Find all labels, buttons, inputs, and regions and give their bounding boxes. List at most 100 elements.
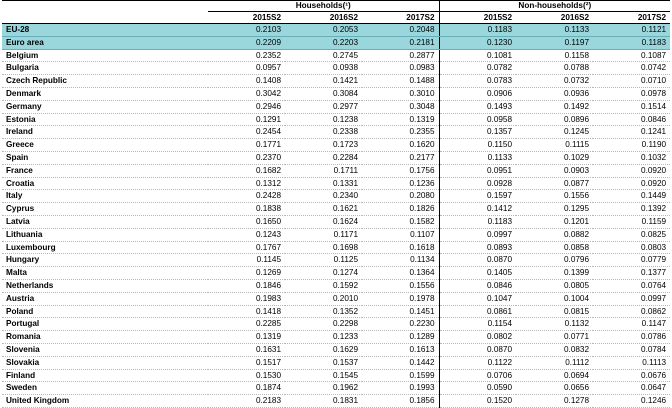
value-cell: 0.0825 [593, 228, 671, 242]
value-cell: 0.1032 [593, 151, 671, 165]
row-label: Latvia [2, 215, 208, 229]
households-header: Households(¹) [208, 0, 440, 12]
value-cell: 0.1190 [593, 138, 671, 152]
value-cell: 0.3048 [362, 100, 440, 114]
value-cell: 0.0877 [516, 177, 594, 191]
value-cell: 0.2428 [208, 189, 285, 204]
value-cell: 0.1159 [593, 215, 671, 229]
value-cell: 0.1599 [362, 369, 440, 383]
value-cell: 0.0882 [516, 228, 594, 242]
value-cell: 0.1449 [593, 189, 671, 204]
table-row: Croatia 0.1312 0.1331 0.1236 0.0928 0.0877 0.0… [2, 177, 671, 191]
value-cell: 0.1846 [208, 279, 285, 293]
value-cell: 0.1134 [362, 253, 440, 268]
value-cell: 0.1171 [285, 228, 362, 242]
value-cell: 0.1530 [208, 369, 285, 383]
value-cell: 0.0983 [362, 61, 440, 76]
value-cell: 0.1421 [285, 74, 362, 88]
value-cell: 0.0896 [516, 113, 594, 127]
value-cell: 0.1620 [362, 138, 440, 152]
value-cell: 0.1319 [208, 330, 285, 344]
value-cell: 0.1241 [593, 125, 671, 140]
value-cell: 0.1537 [285, 356, 362, 370]
value-cell: 0.2183 [208, 394, 285, 408]
value-cell: 0.0590 [438, 381, 517, 396]
table-row: Luxembourg 0.1767 0.1698 0.1618 0.0893 0.0858… [2, 241, 671, 255]
table-row: Italy 0.2428 0.2340 0.2080 0.1597 0.1556 0.144… [2, 189, 671, 204]
table-row: Sweden 0.1874 0.1962 0.1993 0.0590 0.0656 0.06… [2, 381, 671, 396]
value-cell: 0.1993 [362, 381, 440, 396]
value-cell: 0.1488 [362, 74, 440, 88]
value-cell: 0.1418 [208, 305, 285, 319]
year-header: 2017S2 [593, 11, 671, 24]
value-cell: 0.1319 [362, 113, 440, 127]
value-cell: 0.1183 [438, 215, 517, 229]
table-body: EU-28 0.2103 0.2053 0.2048 0.1183 0.1133 0.112… [2, 23, 671, 408]
value-cell: 0.0958 [438, 113, 517, 127]
value-cell: 0.1629 [285, 343, 362, 357]
value-cell: 0.1618 [362, 241, 440, 255]
year-header: 2016S2 [516, 11, 594, 24]
value-cell: 0.1150 [438, 138, 517, 152]
value-cell: 0.0706 [438, 369, 517, 383]
value-cell: 0.1838 [208, 202, 285, 216]
row-label: Italy [2, 189, 208, 204]
value-cell: 0.1442 [362, 356, 440, 370]
value-cell: 0.1331 [285, 177, 362, 191]
value-cell: 0.0903 [516, 164, 594, 178]
row-label: Spain [2, 151, 208, 165]
value-cell: 0.0978 [593, 87, 671, 101]
value-cell: 0.2946 [208, 100, 285, 114]
value-cell: 0.1621 [285, 202, 362, 216]
table-row: Greece 0.1771 0.1723 0.1620 0.1150 0.1115 0.11… [2, 138, 671, 152]
value-cell: 0.2285 [208, 317, 285, 332]
table-row: Ireland 0.2454 0.2338 0.2355 0.1357 0.1245 0.1… [2, 125, 671, 140]
value-cell: 0.1698 [285, 241, 362, 255]
year-header: 2015S2 [438, 11, 517, 24]
year-header: 2017S2 [362, 11, 440, 24]
table-row: Czech Republic 0.1408 0.1421 0.1488 0.0783 0.… [2, 74, 671, 88]
value-cell: 0.0815 [516, 305, 594, 319]
row-label: Bulgaria [2, 61, 208, 76]
value-cell: 0.1107 [362, 228, 440, 242]
aggregate-row: EU-28 0.2103 0.2053 0.2048 0.1183 0.1133 0.112… [2, 23, 671, 37]
table-row: Austria 0.1983 0.2010 0.1978 0.1047 0.1004 0.0… [2, 292, 671, 306]
value-cell: 0.2745 [285, 49, 362, 63]
value-cell: 0.1582 [362, 215, 440, 229]
value-cell: 0.1545 [285, 369, 362, 383]
value-cell: 0.1183 [438, 23, 517, 37]
row-label: Sweden [2, 381, 208, 396]
value-cell: 0.1295 [516, 202, 594, 216]
value-cell: 0.0694 [516, 369, 594, 383]
value-cell: 0.0647 [593, 381, 671, 396]
value-cell: 0.2877 [362, 49, 440, 63]
table-row: Hungary 0.1145 0.1125 0.1134 0.0870 0.0796 0.0… [2, 253, 671, 268]
value-cell: 0.1245 [516, 125, 594, 140]
row-label: Czech Republic [2, 74, 208, 88]
row-label: Denmark [2, 87, 208, 101]
value-cell: 0.1514 [593, 100, 671, 114]
value-cell: 0.0920 [593, 164, 671, 178]
row-label: Croatia [2, 177, 208, 191]
table-row: Bulgaria 0.0957 0.0938 0.0983 0.0782 0.0788 0.… [2, 61, 671, 76]
row-label: Portugal [2, 317, 208, 332]
row-label: Greece [2, 138, 208, 152]
value-cell: 0.1978 [362, 292, 440, 306]
value-cell: 0.0862 [593, 305, 671, 319]
table-row: Cyprus 0.1838 0.1621 0.1826 0.1412 0.1295 0.13… [2, 202, 671, 216]
value-cell: 0.2230 [362, 317, 440, 332]
year-header: 2015S2 [208, 11, 285, 24]
table-row: Latvia 0.1650 0.1624 0.1582 0.1183 0.1201 0.11… [2, 215, 671, 229]
row-label: Slovenia [2, 343, 208, 357]
row-label: Cyprus [2, 202, 208, 216]
row-label: Estonia [2, 113, 208, 127]
value-cell: 0.1874 [208, 381, 285, 396]
row-label: Luxembourg [2, 241, 208, 255]
value-cell: 0.0938 [285, 61, 362, 76]
value-cell: 0.0870 [438, 253, 517, 268]
value-cell: 0.0920 [593, 177, 671, 191]
table-row: Spain 0.2370 0.2284 0.2177 0.1133 0.1029 0.103… [2, 151, 671, 165]
value-cell: 0.0906 [438, 87, 517, 101]
value-cell: 0.1238 [285, 113, 362, 127]
